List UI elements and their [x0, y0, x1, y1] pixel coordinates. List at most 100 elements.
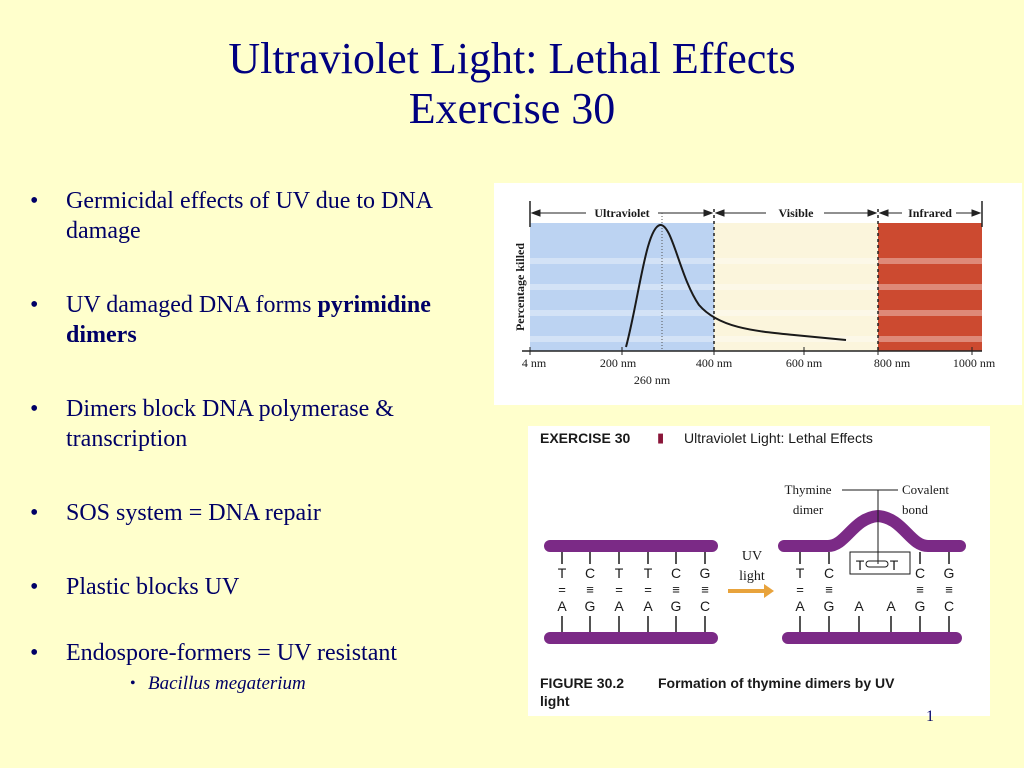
sub-bullet-item: • Bacillus megaterium	[130, 672, 490, 696]
bullet-item: • SOS system = DNA repair	[30, 498, 490, 528]
figure-header-separator: ▮	[657, 430, 664, 445]
base-letter: G	[915, 598, 926, 614]
bullet-list: • Germicidal effects of UV due to DNA da…	[30, 186, 490, 696]
thymine-dimer-label-line1: Thymine	[785, 482, 832, 497]
bullet-text: Germicidal effects of UV due to DNA dama…	[66, 188, 432, 244]
base-letter: T	[796, 565, 805, 581]
covalent-bond-label-line2: bond	[902, 502, 929, 517]
figure-header-title: Ultraviolet Light: Lethal Effects	[684, 430, 873, 446]
figure-caption-label: FIGURE 30.2	[540, 675, 624, 691]
slide-title-line2: Exercise 30	[408, 84, 616, 133]
region-label: Ultraviolet	[594, 206, 649, 220]
bullet-dot: •	[130, 675, 136, 692]
base-letter: A	[614, 598, 624, 614]
covalent-bond	[865, 560, 889, 568]
base-letter: G	[700, 565, 711, 581]
region-bands	[530, 258, 982, 342]
base-letter: A	[854, 598, 864, 614]
figure-caption-text-line2: light	[540, 693, 570, 709]
region-label: Infrared	[908, 206, 952, 220]
slide-title: Ultraviolet Light: Lethal Effects Exerci…	[0, 34, 1024, 134]
base-letter: T	[615, 565, 624, 581]
ultraviolet-region	[530, 223, 714, 351]
base-letter: A	[886, 598, 896, 614]
hydrogen-bond: ≡	[701, 582, 709, 597]
uv-label-line1: UV	[742, 549, 762, 564]
bullet-dot: •	[30, 188, 39, 214]
x-tick-label: 400 nm	[696, 356, 733, 370]
base-letter: C	[944, 598, 954, 614]
page-number: 1	[926, 708, 934, 725]
dna-backbone-top-bulged	[778, 509, 966, 552]
base-letter: A	[643, 598, 653, 614]
hydrogen-bond: =	[796, 582, 804, 597]
visible-region	[714, 223, 878, 351]
bullet-dot: •	[30, 292, 39, 318]
base-letter: C	[671, 565, 681, 581]
hydrogen-bond: =	[644, 582, 652, 597]
normal-dna: T C T T C G = ≡ = = ≡ ≡ A G A A G C	[544, 540, 718, 644]
base-letter: T	[644, 565, 653, 581]
dna-backbone-top	[544, 540, 718, 552]
infrared-region	[878, 223, 982, 351]
bullet-dot: •	[30, 500, 39, 526]
bullet-text: SOS system = DNA repair	[66, 500, 321, 526]
x-axis-ticks	[529, 347, 973, 355]
base-letter: G	[671, 598, 682, 614]
bullet-item: • Dimers block DNA polymerase & transcri…	[30, 394, 490, 454]
bullet-text: Endospore-formers = UV resistant	[66, 640, 398, 666]
base-letter: A	[557, 598, 567, 614]
bullet-item: • Plastic blocks UV	[30, 572, 490, 602]
uv-arrow	[728, 584, 774, 598]
hydrogen-bond: =	[615, 582, 623, 597]
base-letter: G	[824, 598, 835, 614]
bullet-text: Plastic blocks UV	[66, 574, 240, 600]
region-arrows	[530, 209, 982, 217]
x-tick-label: 600 nm	[786, 356, 823, 370]
base-letter: T	[558, 565, 567, 581]
figure-header-exercise: EXERCISE 30	[540, 430, 630, 446]
hydrogen-bond: ≡	[672, 582, 680, 597]
x-tick-label: 800 nm	[874, 356, 911, 370]
bullet-dot: •	[30, 396, 39, 422]
dimer-box	[849, 551, 911, 575]
bullet-item: • UV damaged DNA forms pyrimidine dimers	[30, 290, 490, 350]
base-letter: G	[944, 565, 955, 581]
spectrum-figure: Ultraviolet Visible Infrared 4 nm 200 nm…	[494, 183, 1022, 405]
hydrogen-bond: ≡	[825, 582, 833, 597]
callout-lines	[842, 489, 898, 564]
bullet-item: • Endospore-formers = UV resistant	[30, 638, 490, 668]
x-tick-label: 200 nm	[600, 356, 637, 370]
thymine-dimer-figure: EXERCISE 30 ▮ Ultraviolet Light: Lethal …	[528, 426, 990, 716]
hydrogen-bond: ≡	[945, 582, 953, 597]
kill-curve	[625, 224, 847, 348]
figure-caption-text: Formation of thymine dimers by UV	[658, 675, 895, 691]
uv-label-line2: light	[739, 569, 765, 584]
base-letter: T	[856, 557, 865, 573]
hydrogen-bond: ≡	[586, 582, 594, 597]
base-letter: C	[915, 565, 925, 581]
sub-bullet-text: Bacillus megaterium	[148, 673, 306, 694]
hydrogen-bond: =	[558, 582, 566, 597]
region-label: Visible	[779, 206, 815, 220]
base-letter: C	[700, 598, 710, 614]
dna-backbone-bottom	[782, 632, 962, 644]
bullet-text: UV damaged DNA forms	[66, 292, 318, 318]
base-letter: C	[585, 565, 595, 581]
hydrogen-bond: ≡	[916, 582, 924, 597]
bullet-item: • Germicidal effects of UV due to DNA da…	[30, 186, 490, 246]
bullet-text: Dimers block DNA polymerase & transcript…	[66, 396, 394, 452]
y-axis-label: Percentage killed	[513, 243, 527, 331]
peak-label: 260 nm	[634, 373, 671, 387]
bullet-bold-text: pyrimidine dimers	[66, 292, 431, 348]
base-letter: C	[824, 565, 834, 581]
dna-backbone-bottom	[544, 632, 718, 644]
bullet-dot: •	[30, 640, 39, 666]
base-letter: T	[890, 557, 899, 573]
thymine-dimer-label-line2: dimer	[793, 502, 824, 517]
base-letter: A	[795, 598, 805, 614]
base-letter: G	[585, 598, 596, 614]
bullet-dot: •	[30, 574, 39, 600]
x-tick-label: 1000 nm	[953, 356, 996, 370]
